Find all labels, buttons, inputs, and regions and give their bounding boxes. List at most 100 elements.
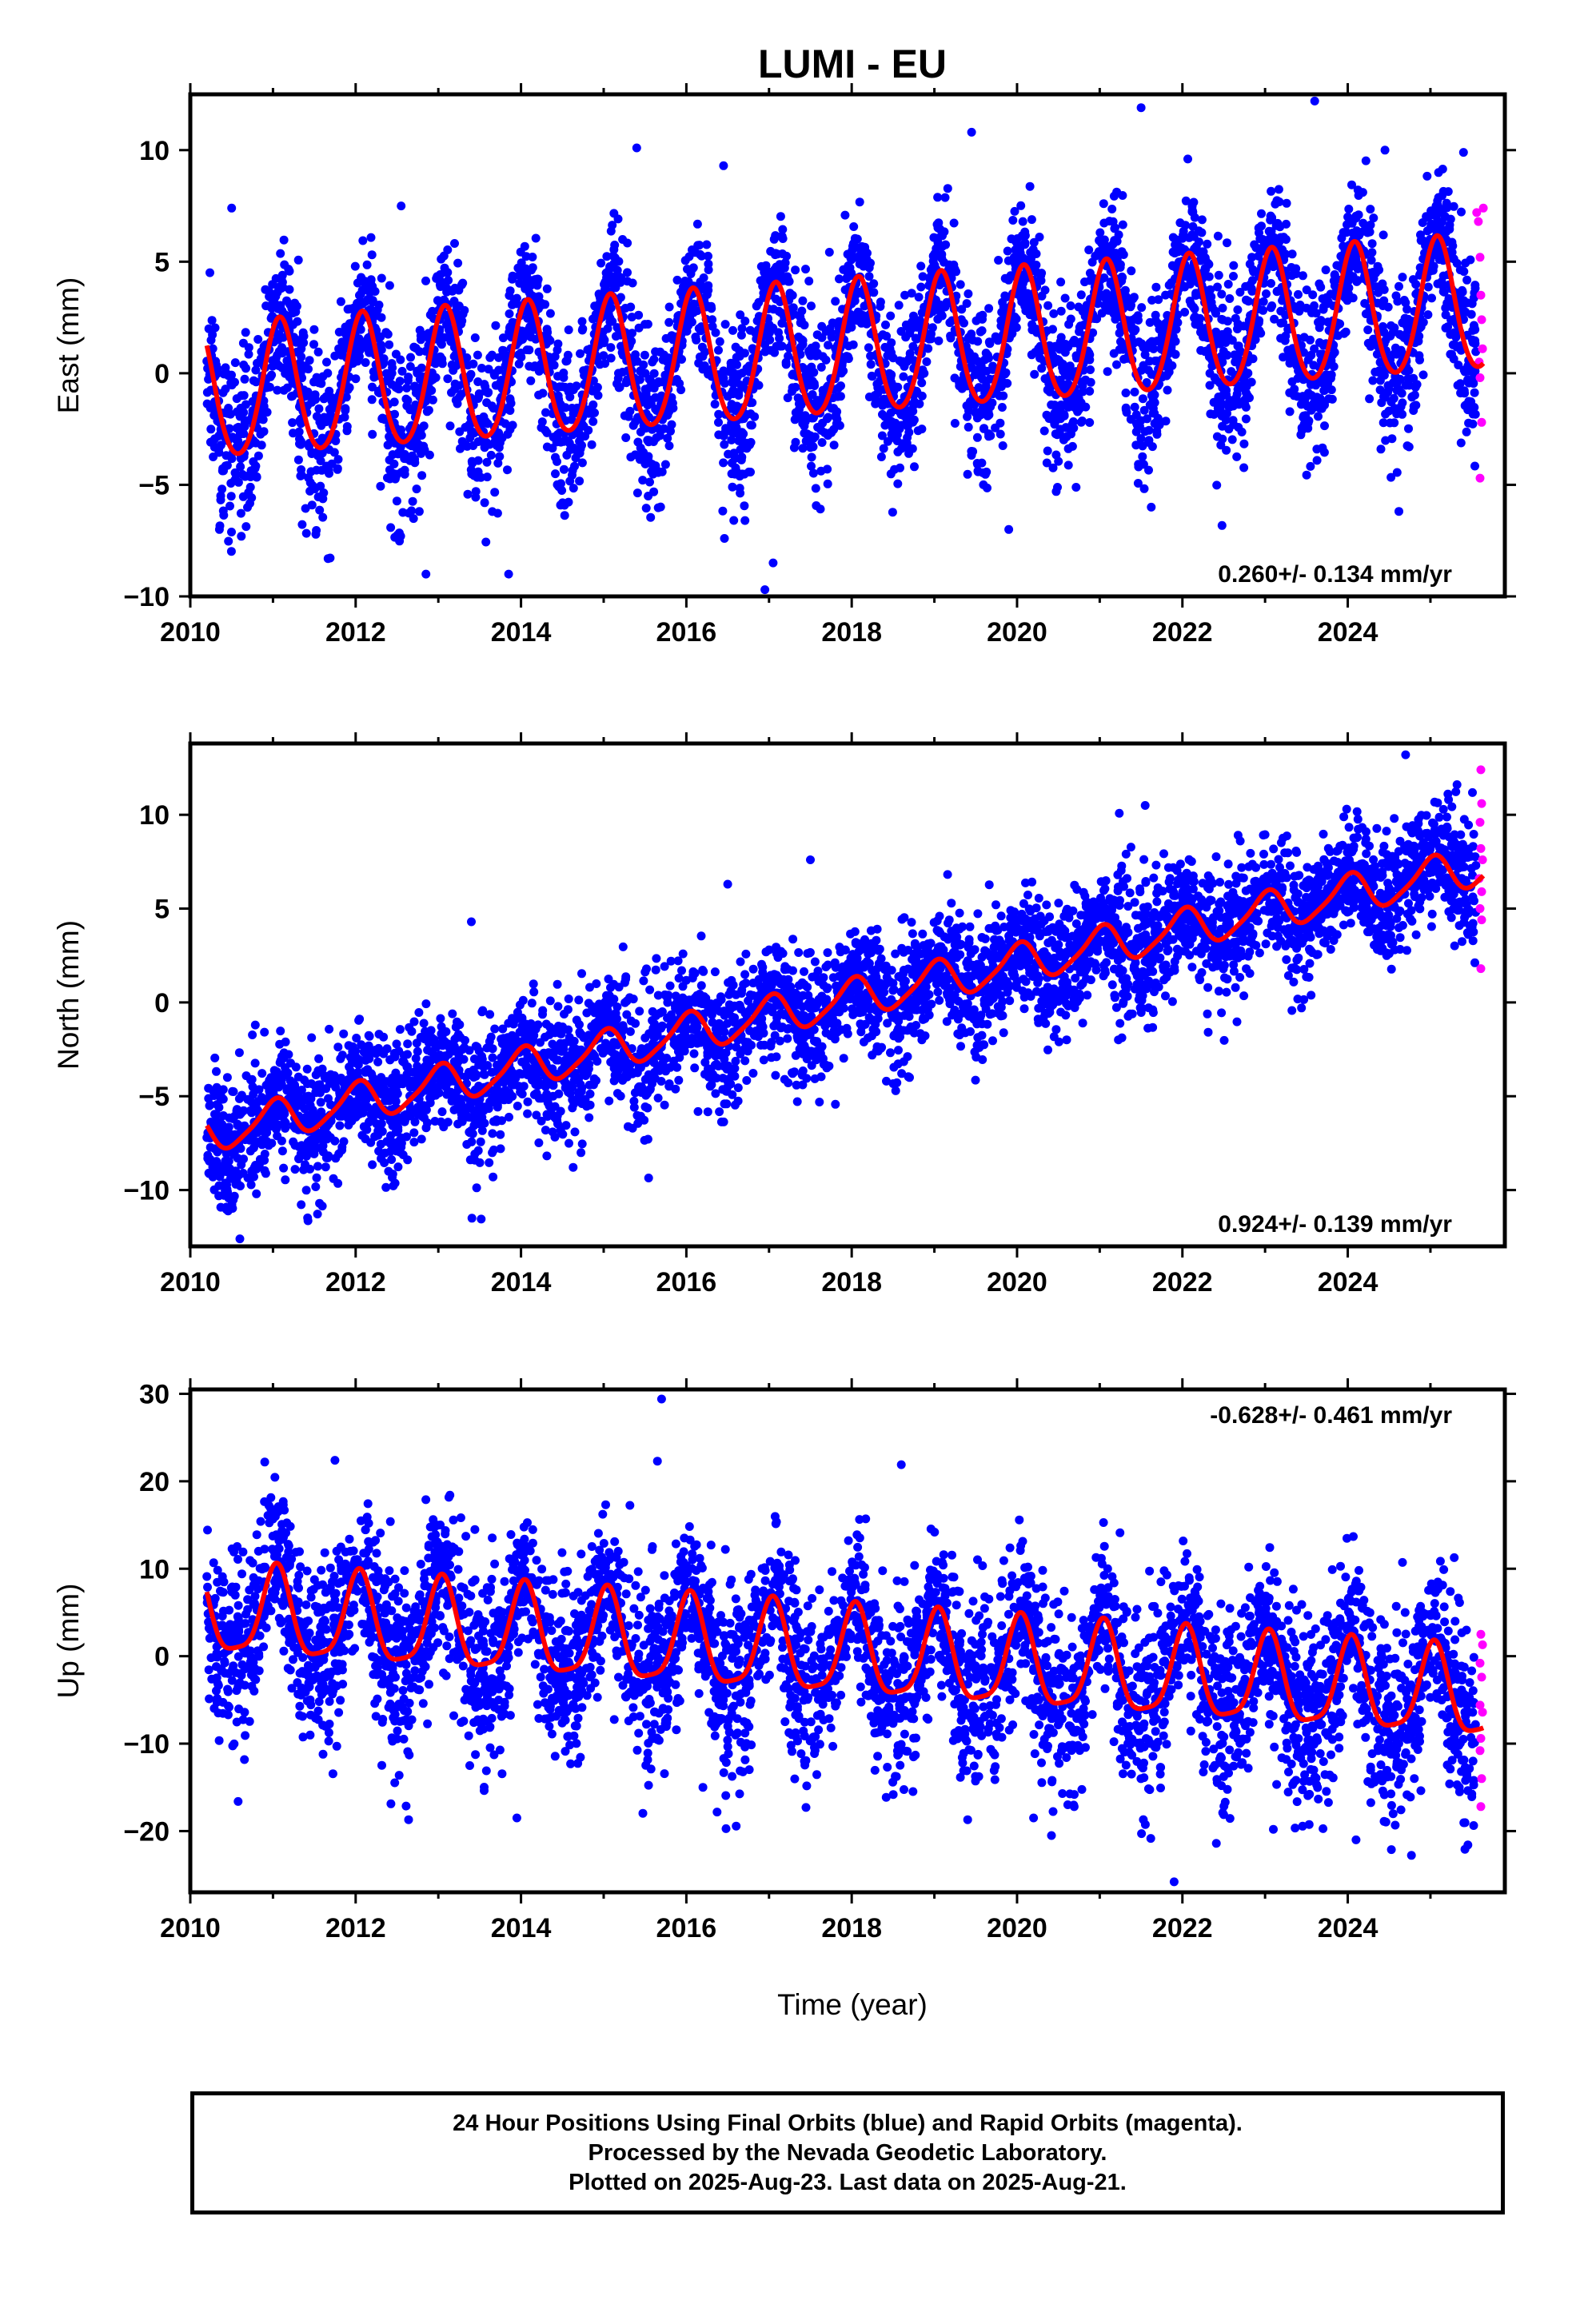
east-final-point	[228, 381, 237, 389]
east-final-point	[668, 404, 677, 413]
east-rapid-point	[1476, 373, 1485, 382]
east-final-point	[1070, 338, 1079, 347]
east-final-point	[1199, 333, 1207, 341]
north-final-point	[333, 1179, 342, 1188]
east-final-point	[916, 316, 924, 325]
east-final-point	[776, 212, 785, 221]
east-final-point	[971, 370, 980, 379]
east-final-point	[611, 253, 620, 262]
east-final-point	[517, 248, 525, 257]
east-final-point	[385, 281, 394, 290]
east-final-point	[471, 493, 480, 502]
east-final-point	[488, 351, 497, 360]
north-final-point	[248, 1030, 257, 1039]
east-final-point	[237, 532, 245, 540]
east-final-point	[1217, 339, 1226, 348]
east-final-point	[1460, 365, 1469, 374]
east-final-point	[1203, 240, 1211, 249]
east-final-point	[737, 331, 746, 340]
east-final-point	[1086, 269, 1095, 277]
east-final-point	[950, 219, 959, 228]
east-final-point	[1217, 290, 1226, 299]
east-final-point	[949, 265, 958, 273]
east-final-point	[443, 268, 452, 277]
east-final-point	[973, 433, 982, 442]
east-final-point	[243, 503, 252, 512]
east-final-point	[1229, 261, 1238, 270]
north-final-point	[490, 1025, 499, 1034]
east-final-point	[1008, 216, 1017, 225]
east-final-point	[451, 380, 460, 389]
east-final-point	[1027, 215, 1036, 224]
east-final-point	[880, 421, 889, 430]
east-final-point	[402, 384, 411, 393]
east-final-point	[804, 277, 813, 285]
east-final-point	[941, 193, 950, 202]
east-final-point	[385, 465, 394, 474]
east-final-point	[724, 392, 732, 401]
east-final-point	[940, 258, 948, 267]
east-final-point	[1215, 271, 1223, 280]
east-final-point	[337, 351, 346, 360]
east-final-point	[1233, 353, 1242, 361]
east-final-point	[1256, 329, 1265, 337]
east-final-point	[1161, 291, 1170, 300]
east-final-point	[799, 337, 808, 345]
east-final-point	[1270, 315, 1279, 324]
north-final-point	[473, 1183, 481, 1192]
east-final-point	[1375, 265, 1383, 274]
east-final-point	[984, 304, 993, 313]
east-final-point	[575, 476, 584, 485]
east-final-point	[1427, 293, 1436, 302]
east-final-point	[1057, 307, 1066, 316]
east-final-point	[589, 401, 597, 409]
north-final-point	[1345, 823, 1354, 831]
east-final-point	[698, 365, 707, 373]
east-final-point	[505, 425, 514, 434]
east-final-point	[596, 259, 605, 268]
east-final-point	[1365, 394, 1374, 403]
east-final-point	[806, 443, 815, 452]
east-final-point	[227, 204, 236, 213]
east-final-point	[446, 337, 455, 346]
east-final-point	[887, 409, 896, 417]
east-final-point	[543, 285, 552, 293]
east-final-point	[467, 469, 476, 478]
east-final-point	[461, 423, 470, 432]
east-final-point	[1232, 452, 1241, 461]
east-final-point	[927, 334, 936, 343]
east-final-point	[646, 513, 655, 522]
east-final-point	[1465, 402, 1474, 411]
east-final-point	[1404, 425, 1413, 433]
east-final-point	[1462, 276, 1471, 285]
east-final-point	[689, 309, 698, 317]
east-final-point	[531, 361, 540, 370]
east-final-point	[778, 342, 787, 351]
east-final-point	[561, 511, 569, 520]
east-final-point	[523, 345, 532, 354]
east-final-point	[720, 534, 729, 543]
east-final-point	[1243, 393, 1252, 401]
east-final-point	[227, 547, 236, 556]
east-final-point	[491, 321, 500, 330]
east-final-point	[294, 256, 303, 265]
east-final-point	[282, 357, 291, 365]
east-final-point	[280, 261, 289, 269]
east-final-point	[1031, 348, 1039, 357]
east-final-point	[1398, 331, 1406, 340]
east-final-point	[317, 418, 325, 427]
east-final-point	[876, 297, 885, 306]
east-final-point	[405, 405, 414, 414]
east-final-point	[732, 464, 740, 472]
east-final-point	[1386, 397, 1395, 406]
east-final-point	[917, 378, 926, 387]
east-final-point	[805, 381, 814, 389]
east-final-point	[1273, 196, 1282, 205]
east-final-point	[1214, 232, 1223, 241]
east-final-point	[1324, 297, 1333, 306]
east-final-point	[868, 372, 876, 381]
east-final-point	[406, 353, 415, 362]
east-final-point	[817, 363, 826, 372]
east-final-point	[1099, 199, 1108, 208]
east-final-point	[561, 501, 569, 510]
